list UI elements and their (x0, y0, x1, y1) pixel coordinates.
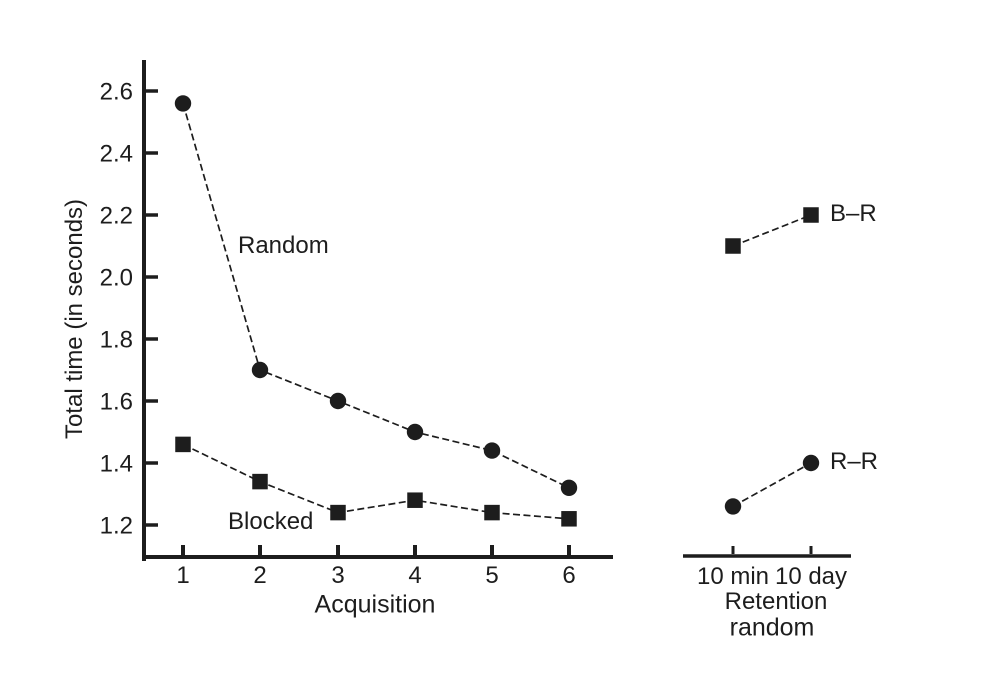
data-point-marker (484, 504, 500, 521)
y-tick-label: 1.8 (100, 327, 133, 354)
data-point-marker (483, 442, 501, 459)
data-point-marker (252, 473, 268, 490)
y-tick-label: 1.2 (100, 513, 133, 540)
x-tick-label: 10 min (697, 563, 769, 590)
series-label-r-r: R–R (830, 448, 879, 475)
data-point-marker (561, 511, 577, 527)
x-tick-label: 5 (485, 562, 498, 589)
y-tick-label: 1.6 (100, 389, 133, 416)
y-axis-title: Total time (in seconds) (61, 198, 88, 440)
data-point-marker (174, 95, 192, 112)
data-point-marker (330, 504, 346, 521)
data-point-marker (175, 436, 191, 453)
x-tick-label: 1 (176, 562, 189, 589)
series-label-random: Random (238, 232, 329, 259)
data-point-marker (406, 423, 424, 441)
y-tick-label: 2.4 (100, 141, 133, 168)
data-point-marker (560, 479, 578, 496)
retention-axis-title: Retention (724, 588, 828, 615)
series-label-b-r: B–R (830, 200, 877, 227)
y-tick-label: 2.0 (100, 265, 133, 292)
data-point-marker (725, 238, 741, 254)
data-point-marker (251, 361, 269, 379)
x-tick-label: 6 (562, 562, 575, 589)
series-line-retention (732, 462, 812, 508)
series-label-blocked: Blocked (228, 508, 314, 535)
data-point-marker (802, 454, 820, 472)
data-point-marker (724, 498, 742, 515)
series-line-acquisition (182, 103, 570, 489)
data-point-marker (803, 207, 819, 223)
series-line-acquisition (182, 443, 570, 520)
x-tick-label: 2 (253, 562, 266, 589)
data-point-marker (407, 492, 423, 508)
x-tick-label: 3 (331, 562, 344, 589)
series-line-retention (732, 214, 812, 247)
retention-axis-subtitle: random (729, 613, 815, 642)
y-tick-label: 2.2 (100, 203, 133, 230)
x-tick-label: 4 (408, 562, 421, 589)
y-tick-label: 1.4 (100, 451, 133, 478)
data-point-marker (329, 392, 347, 410)
y-tick-label: 2.6 (100, 79, 133, 106)
x-tick-label: 10 day (775, 563, 847, 590)
acquisition-axis-title: Acquisition (314, 590, 436, 619)
